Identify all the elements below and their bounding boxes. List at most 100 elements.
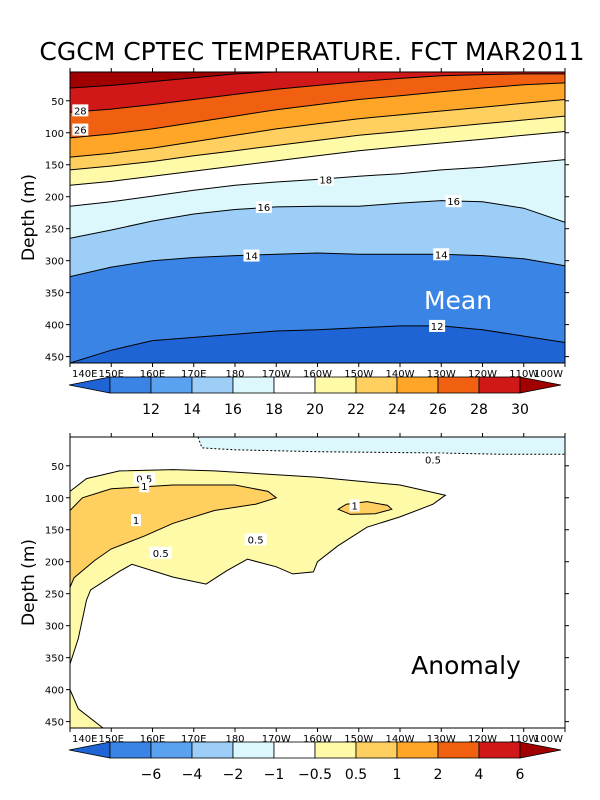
contour-label-text: 0.5 [136,475,152,486]
x-tick-label: 130W [427,369,456,380]
x-tick-label: 160E [140,734,165,745]
x-tick-label: 150E [99,734,124,745]
y-tick-label: 450 [45,718,64,729]
contour-label-6: 14 [433,248,450,261]
x-tick-label: 150E [99,369,124,380]
chart-title: CGCM CPTEC TEMPERATURE. FCT MAR2011 [39,37,584,66]
colorbar-box [314,741,357,759]
x-tick-label: 170E [181,369,206,380]
x-tick-label: 140W [386,369,415,380]
colorbar-tick-label: −0.5 [298,767,332,783]
colorbar-box [232,376,275,394]
x-tick-label: 140W [386,734,415,745]
contour-label-text: 16 [258,203,271,214]
colorbar-box [478,741,521,759]
contour-line-28 [70,73,565,113]
colorbar-tick-label: 1 [393,767,402,783]
contour-line-14 [70,252,565,278]
contour-label-6: 0.5 [149,546,172,560]
contour-line-18 [70,159,565,207]
contour-label-box [72,123,89,136]
colorbar-box [273,376,316,394]
x-tick-label: 170W [262,734,291,745]
contour-label-2: 18 [317,173,334,186]
contour-label-2: 0.5 [422,453,444,466]
contour-label-1: 1 [139,480,150,493]
colorbar-box [355,741,398,759]
contour-label-0: 0.5 [133,472,156,486]
contour-label-text: 16 [447,197,460,208]
contour-label-text: 1 [141,482,147,493]
x-tick-label: 140E [72,369,97,380]
contour-label-3: 16 [255,200,272,214]
contour-label-0: 28 [72,104,89,117]
contour-label-box [72,104,89,117]
contour-line-16 [70,200,565,239]
colorbar-box [437,376,480,394]
x-tick-label: 140E [72,734,97,745]
colorbar-tick-label: 24 [388,402,406,418]
x-tick-label: 160W [303,734,332,745]
x-tick-label: 150W [344,734,373,745]
x-tick-label: 110W [509,369,538,380]
colorbar-tick-label: 4 [475,767,484,783]
x-tick-label: 100W [534,734,563,745]
colorbar-box [150,741,193,759]
contour-label-5: 14 [243,249,260,263]
contour-label-box [255,200,272,213]
colorbar-tick-label: 28 [470,402,488,418]
colorbar-tick-label: 14 [183,402,201,418]
colorbar-box [396,376,439,394]
contour-label-box [349,499,360,512]
y-tick-label: 400 [45,686,64,697]
colorbar-box [314,376,357,394]
contour-label-3: 1 [349,499,360,512]
contour-label-text: 26 [74,126,87,137]
x-tick-label: 110W [509,734,538,745]
y-tick-label: 250 [45,225,64,236]
y-tick-label: 400 [45,321,64,332]
contour-line-22 [70,115,565,171]
y-tick-label: 100 [45,494,64,505]
colorbar-tick-label: 26 [429,402,447,418]
contour-line-26 [70,82,565,139]
contour-label-text: 12 [431,322,444,333]
colorbar-box [232,741,275,759]
y-tick-label: 50 [51,462,64,473]
y-axis-label: Depth (m) [19,174,39,261]
x-tick-label: 160E [140,369,165,380]
contour-label-5: 0.5 [244,533,267,546]
contour-region-1 [70,469,447,728]
contour-label-text: 14 [245,252,258,263]
plot-area [70,72,565,363]
contour-label-text: 18 [319,175,332,186]
colorbar-tick-label: −2 [223,767,244,783]
y-tick-label: 200 [45,558,64,569]
y-tick-label: 450 [45,353,64,364]
contour-label-box [133,472,156,485]
x-tick-label: 160W [303,369,332,380]
y-tick-label: 350 [45,289,64,300]
band-above-28 [70,72,565,113]
colorbar-tick-label: 0.5 [345,767,367,783]
x-tick-label: 170W [262,369,291,380]
contour-label-box [317,173,334,186]
contour-label-box [244,533,267,546]
panel-label: Mean [424,286,492,315]
x-tick-label: 150W [344,369,373,380]
colorbar-box [109,741,152,759]
colorbar-box [109,376,152,394]
y-tick-label: 300 [45,622,64,633]
colorbar-tick-label: −1 [264,767,285,783]
contour-label-1: 26 [72,123,89,137]
y-tick-label: 100 [45,129,64,140]
colorbar-box [396,741,439,759]
contour-label-text: 1 [133,516,139,527]
colorbar-tick-label: −4 [182,767,203,783]
colorbar-box [191,376,234,394]
contour-label-4: 1 [131,514,141,527]
colorbar-box [478,376,521,394]
x-tick-label: 180 [225,369,244,380]
